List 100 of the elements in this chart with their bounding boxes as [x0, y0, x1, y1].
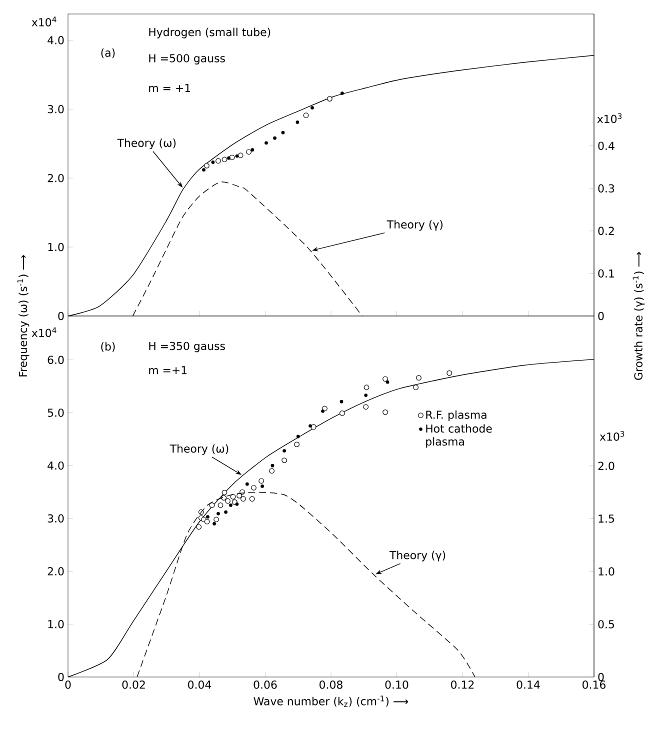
y2-tick-label: 0.2	[598, 226, 614, 236]
point	[250, 148, 254, 152]
point	[382, 410, 388, 415]
annotation: (a)	[101, 48, 115, 58]
point	[382, 376, 388, 382]
annotation: m =+1	[149, 366, 187, 374]
legend-label: Hot cathode plasma	[426, 424, 492, 448]
point	[229, 154, 235, 160]
point	[294, 442, 300, 448]
x-tick-label: 0.16	[582, 680, 606, 689]
point	[340, 92, 344, 95]
point	[214, 516, 219, 522]
point	[258, 478, 264, 484]
point	[216, 512, 220, 516]
y2-tick-label: 0.3	[598, 184, 614, 193]
text: x10$^{4}$	[32, 327, 56, 338]
text: x10$^{3}$	[600, 430, 624, 441]
y-tick-label: 2.0	[48, 174, 64, 182]
point	[222, 490, 228, 496]
point	[240, 496, 246, 502]
point	[364, 394, 368, 397]
y-tick-label: 6.0	[48, 356, 64, 364]
point	[321, 409, 324, 413]
point	[230, 494, 236, 500]
point	[340, 400, 344, 404]
text: x10$^{3}$	[597, 113, 622, 124]
y-tick-label: 4.0	[48, 461, 64, 470]
annotation: Hydrogen (small tube)	[149, 28, 270, 38]
point	[204, 518, 210, 524]
y2-tick-label: 2.0	[598, 462, 614, 470]
point	[209, 502, 215, 508]
point	[416, 375, 422, 381]
point	[413, 384, 419, 390]
series-label: Theory (γ)	[389, 550, 446, 562]
point	[273, 136, 276, 140]
point	[339, 410, 345, 416]
annotation: (b)	[101, 342, 115, 352]
point	[260, 484, 264, 488]
point	[245, 482, 249, 486]
annotation: H =350 gauss	[149, 342, 225, 352]
point	[229, 504, 232, 507]
point	[212, 522, 216, 526]
x-tick-label: 0.12	[451, 680, 474, 689]
annotation: H =500 gauss	[149, 54, 225, 64]
y2-tick-label: 0	[598, 672, 604, 682]
point	[269, 468, 275, 474]
point	[363, 404, 369, 410]
y2-tick-label: 0	[598, 312, 604, 320]
point	[310, 106, 314, 110]
point	[251, 485, 256, 490]
point	[216, 158, 221, 164]
point	[386, 380, 390, 384]
point	[282, 458, 288, 463]
point	[296, 120, 300, 124]
point	[204, 162, 210, 168]
point	[446, 370, 452, 376]
point	[281, 130, 285, 134]
y-tick-label: 5.0	[48, 408, 64, 417]
point	[282, 449, 286, 452]
y-tick-label: 3.0	[48, 514, 64, 523]
point	[222, 156, 228, 162]
annotation: m = +1	[149, 84, 190, 92]
text: x10$^{4}$	[32, 16, 56, 26]
y-tick-label: 0	[58, 312, 64, 320]
x-tick-label: 0.08	[320, 680, 342, 689]
y2-tick-label: 1.5	[598, 514, 614, 523]
x-tick-label: 0.06	[254, 680, 277, 689]
text: Theory (ω)	[117, 138, 176, 150]
y-tick-label: 3.0	[48, 105, 64, 114]
point	[322, 406, 328, 412]
point	[308, 424, 312, 428]
y2-tick-label: 0.4	[598, 142, 614, 150]
y-tick-label: 0	[58, 672, 64, 682]
x-tick-label: 0.14	[516, 680, 540, 689]
point	[224, 510, 228, 514]
point	[246, 149, 252, 155]
y2-tick-label: 0.5	[598, 620, 614, 628]
point	[196, 524, 202, 530]
y2-tick-label: 0.1	[598, 269, 614, 278]
x-tick-label: 0	[65, 680, 71, 689]
point	[211, 160, 215, 164]
point	[206, 515, 210, 519]
x-axis-title: Wave number (k$_{z}$) (cm$^{-1}$) ⟶	[254, 696, 408, 707]
point	[227, 156, 230, 160]
point	[225, 498, 230, 504]
point	[270, 464, 274, 468]
x-tick-label: 0.04	[188, 680, 212, 689]
point	[303, 112, 309, 118]
point	[364, 384, 370, 390]
y2-axis-title: Growth rate (γ) (s$^{-1}$) ⟶	[632, 252, 645, 380]
y-axis-title: Frequency (ω) (s$^{-1}$) ⟶	[17, 255, 30, 376]
point	[202, 168, 206, 172]
point	[249, 496, 255, 502]
y-tick-label: 1.0	[48, 242, 64, 252]
x-tick-label: 0.02	[122, 680, 145, 689]
text: Theory (γ)	[386, 220, 443, 231]
x-tick-label: 0.10	[385, 680, 408, 689]
text: Theory (ω)	[170, 444, 228, 455]
point	[326, 96, 332, 102]
point	[218, 502, 224, 508]
